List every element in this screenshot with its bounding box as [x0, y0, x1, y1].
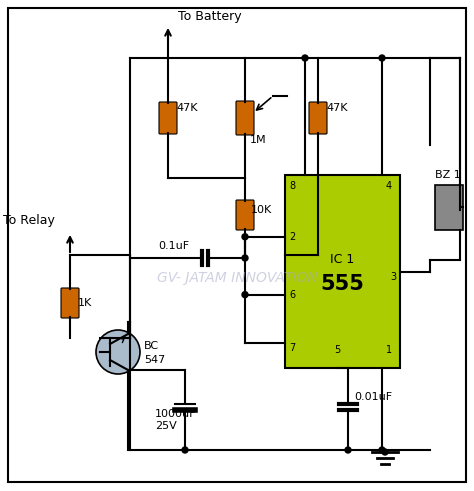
- Circle shape: [302, 55, 308, 61]
- Text: 1M: 1M: [250, 135, 266, 145]
- FancyBboxPatch shape: [236, 200, 254, 230]
- Text: 8: 8: [289, 181, 295, 191]
- Text: 1000uF
25V: 1000uF 25V: [155, 409, 197, 431]
- FancyBboxPatch shape: [236, 101, 254, 135]
- Bar: [435, 185, 463, 230]
- Circle shape: [379, 55, 385, 61]
- Text: 7: 7: [289, 343, 295, 353]
- Text: 5: 5: [335, 345, 341, 355]
- Text: BC: BC: [144, 341, 159, 351]
- Text: 547: 547: [144, 355, 165, 365]
- Text: GV- JATAM INNOVATION: GV- JATAM INNOVATION: [156, 271, 318, 285]
- Text: To Battery: To Battery: [178, 9, 242, 23]
- Text: 10K: 10K: [251, 205, 272, 215]
- Text: 0.01uF: 0.01uF: [354, 392, 392, 402]
- Text: 6: 6: [289, 290, 295, 300]
- Text: 3: 3: [390, 272, 396, 281]
- Bar: [285, 175, 400, 368]
- Text: 2: 2: [289, 232, 295, 242]
- Text: 47K: 47K: [176, 103, 198, 113]
- Circle shape: [242, 234, 248, 240]
- Text: 555: 555: [320, 273, 365, 294]
- Circle shape: [379, 447, 385, 453]
- Text: 0.1uF: 0.1uF: [158, 241, 189, 251]
- FancyBboxPatch shape: [309, 102, 327, 134]
- Text: BZ 1: BZ 1: [435, 170, 461, 180]
- Circle shape: [382, 449, 388, 455]
- Text: IC 1: IC 1: [330, 253, 355, 266]
- Text: 4: 4: [386, 181, 392, 191]
- FancyBboxPatch shape: [61, 288, 79, 318]
- Text: 1K: 1K: [78, 298, 92, 308]
- Circle shape: [242, 255, 248, 261]
- Circle shape: [345, 447, 351, 453]
- Circle shape: [96, 330, 140, 374]
- Circle shape: [182, 447, 188, 453]
- Text: 1: 1: [386, 345, 392, 355]
- Circle shape: [242, 292, 248, 298]
- Text: 47K: 47K: [326, 103, 347, 113]
- Text: To Relay: To Relay: [3, 214, 55, 226]
- FancyBboxPatch shape: [159, 102, 177, 134]
